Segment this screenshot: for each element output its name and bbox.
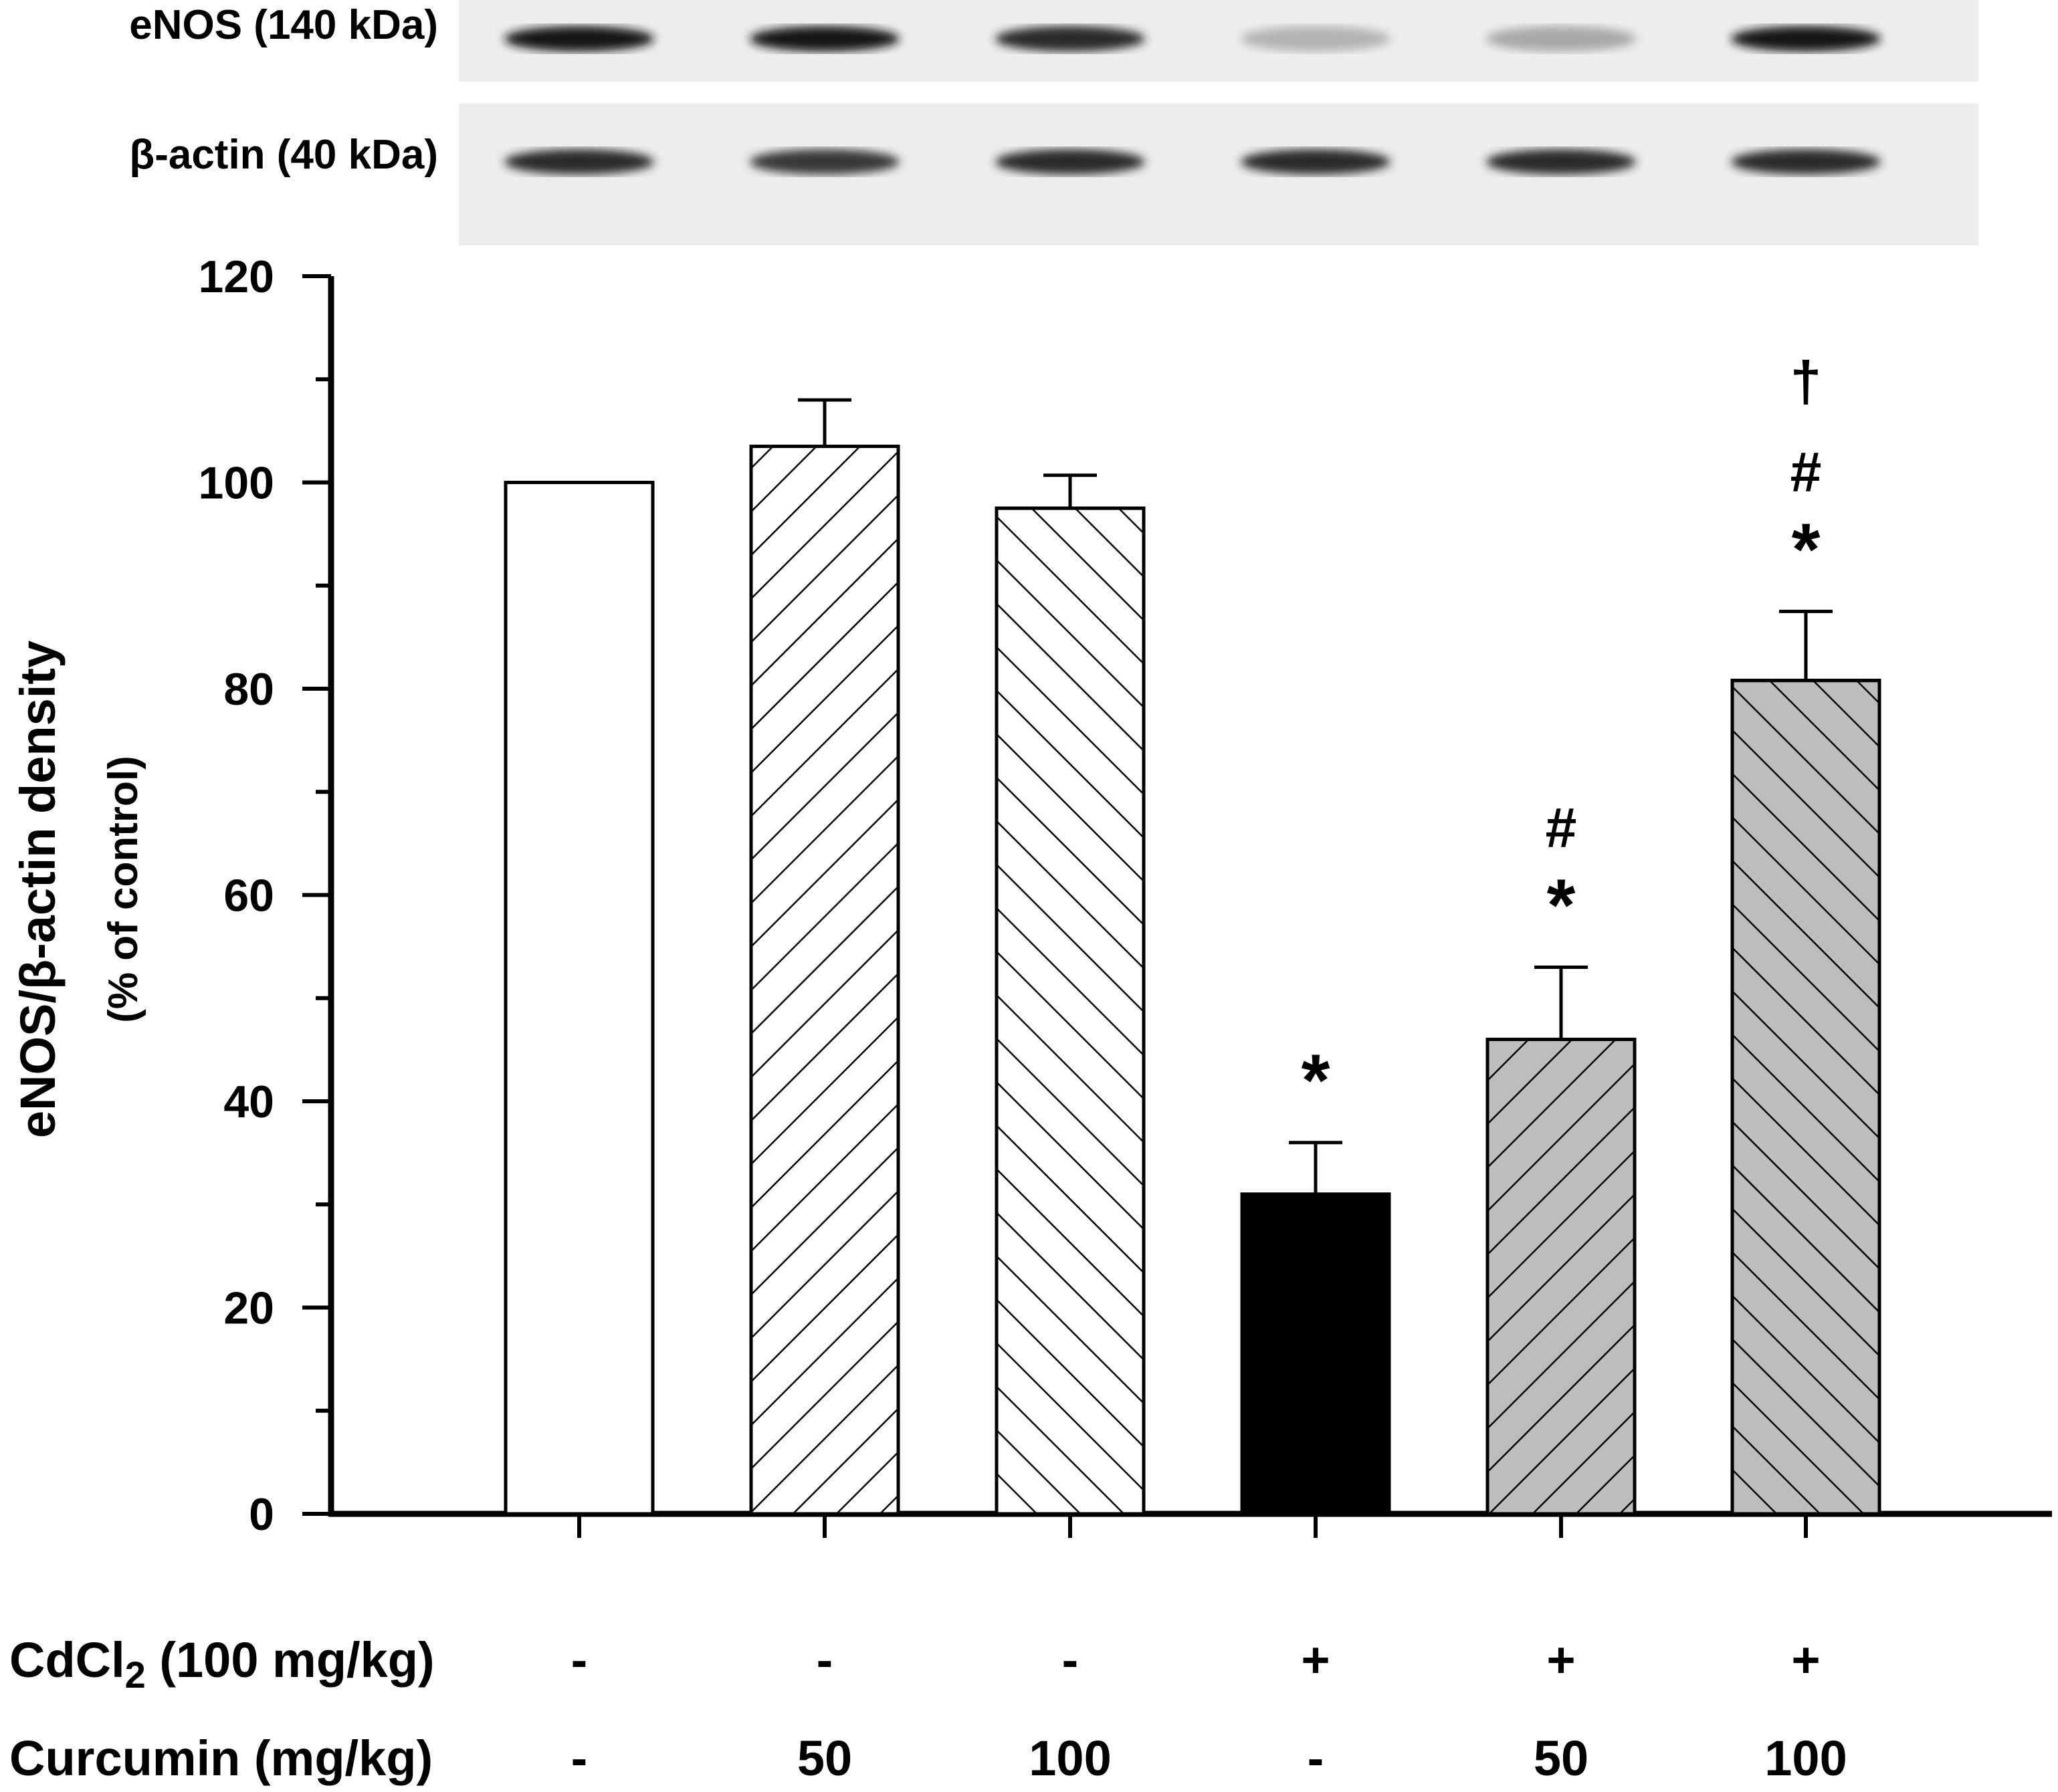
significance-mark: * [1302,1040,1330,1122]
significance-mark: # [1790,440,1822,503]
treatment-table: CdCl2 (100 mg/kg) Curcumin (mg/kg) - - - + +… [9,1632,1847,1786]
blot-band [750,149,900,175]
treatment-value: 100 [1764,1730,1847,1786]
blot-panel-enos [459,0,1978,82]
treatment-value: 100 [1029,1730,1111,1786]
significance-mark: * [1547,864,1576,946]
blot-band [1486,26,1636,51]
treatment-value: - [817,1632,833,1688]
treatment-value: + [1301,1632,1330,1688]
treatment-value: - [1062,1632,1079,1688]
western-blot: eNOS (140 kDa) β-actin (40 kDa) [129,0,1978,245]
y-tick-label: 60 [223,871,274,921]
significance-mark: # [1546,796,1577,859]
treatment-value: + [1791,1632,1820,1688]
treatment-value: - [571,1730,588,1786]
bar-hatch [1485,1037,1637,1516]
y-tick-label: 0 [249,1489,274,1540]
blot-band [1241,26,1391,51]
treatment-value: - [571,1632,588,1688]
y-tick-label: 120 [199,251,274,302]
bar-hatch [995,506,1146,1516]
blot-band [1731,149,1881,175]
treatment-value: + [1546,1632,1575,1688]
bar-hatch [749,445,900,1516]
treatment-value: 50 [1534,1730,1588,1786]
blot-band [1731,26,1881,51]
blot-band [750,26,900,51]
treatment-label-cdcl2: CdCl2 (100 mg/kg) [9,1632,435,1696]
blot-label-actin: β-actin (40 kDa) [129,132,438,178]
y-tick-label: 100 [199,458,274,509]
blot-band [995,149,1145,175]
y-axis-sublabel: (% of control) [100,756,146,1023]
treatment-label-curcumin: Curcumin (mg/kg) [9,1730,433,1786]
blot-panel-actin [459,104,1978,245]
blot-band [504,26,654,51]
y-tick-label: 20 [223,1283,274,1334]
blot-label-enos: eNOS (140 kDa) [129,2,438,48]
bar [504,481,655,1516]
treatment-value: 50 [797,1730,852,1786]
y-tick-label: 40 [223,1077,274,1127]
y-tick-label: 80 [223,664,274,715]
significance-mark: † [1790,350,1822,413]
significance-mark: * [1792,508,1821,590]
bar [1240,1192,1391,1516]
blot-band [1241,149,1391,175]
treatment-value: - [1308,1730,1324,1786]
bar-hatch [1730,679,1881,1516]
blot-band [1486,149,1636,175]
blot-band [504,149,654,175]
blot-band [995,26,1145,51]
y-axis-label: eNOS/β-actin density [10,641,66,1138]
